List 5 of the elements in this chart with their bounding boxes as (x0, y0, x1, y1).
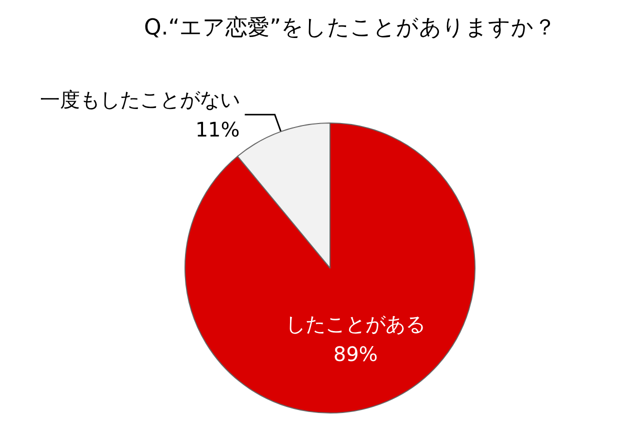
chart-title: Q.“エア恋愛”をしたことがありますか？ (144, 16, 556, 40)
data-label: 11% (195, 118, 240, 142)
slice-label: 一度もしたことがない (40, 88, 240, 112)
slice-label: したことがある (286, 312, 426, 336)
data-label: 89% (333, 342, 378, 366)
